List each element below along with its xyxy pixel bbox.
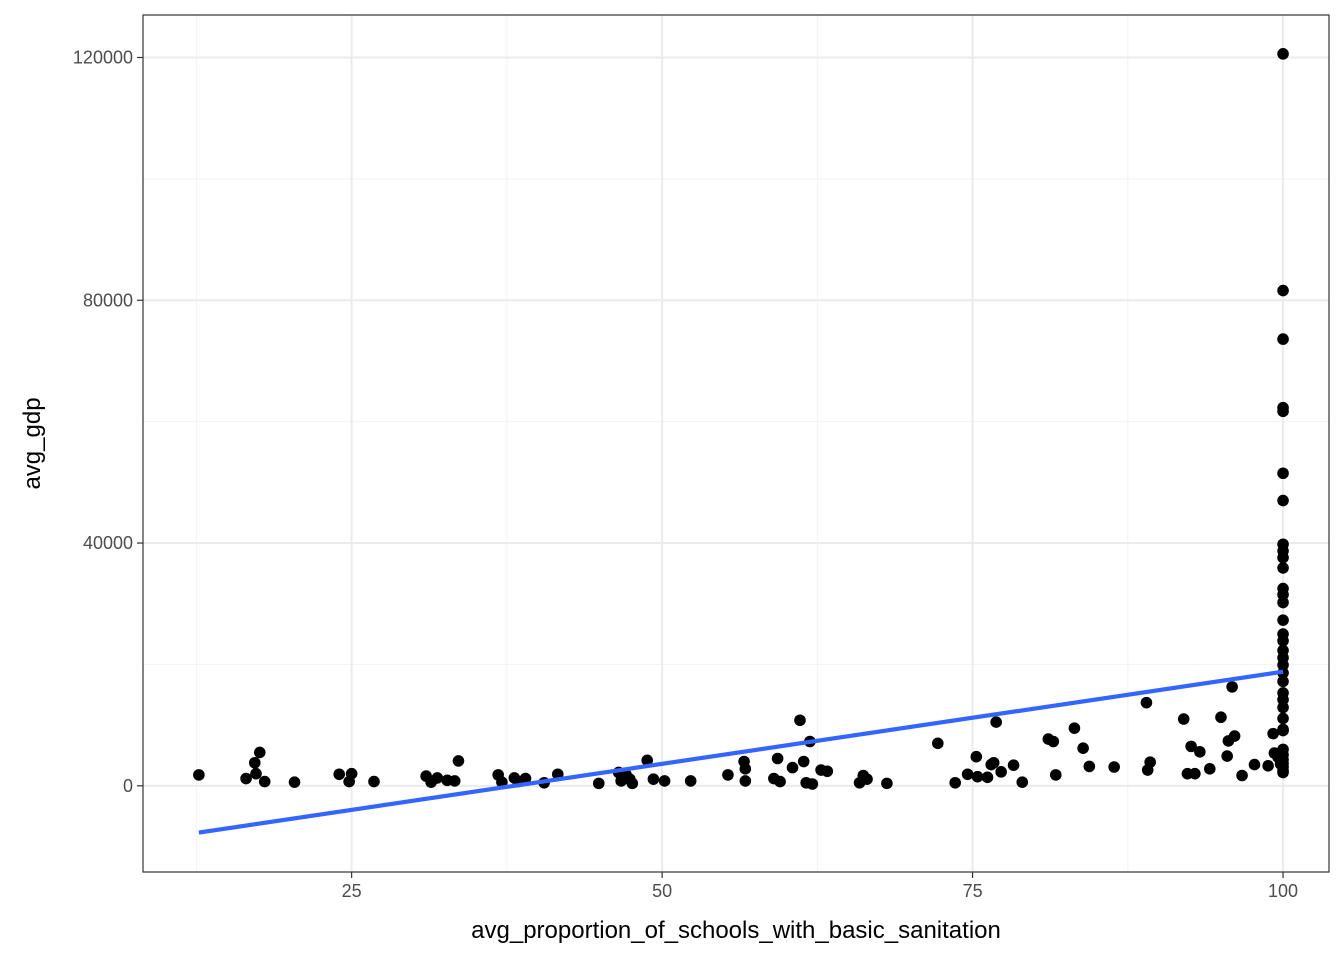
data-point bbox=[772, 753, 784, 765]
data-point bbox=[972, 771, 984, 783]
data-point bbox=[249, 757, 261, 769]
data-point bbox=[1048, 736, 1060, 748]
data-point bbox=[982, 772, 994, 784]
data-point bbox=[449, 775, 461, 787]
data-point bbox=[593, 778, 605, 790]
data-point bbox=[1277, 467, 1289, 479]
data-point bbox=[1226, 681, 1238, 693]
data-point bbox=[1194, 746, 1206, 758]
data-point bbox=[1069, 722, 1081, 734]
data-point bbox=[1229, 730, 1241, 742]
data-point bbox=[1144, 756, 1156, 768]
data-point bbox=[971, 751, 983, 763]
y-tick-label: 80000 bbox=[83, 290, 133, 310]
data-point bbox=[1262, 760, 1274, 772]
data-point bbox=[1008, 759, 1020, 771]
data-point bbox=[1277, 285, 1289, 297]
data-point bbox=[798, 756, 810, 768]
data-point bbox=[774, 776, 786, 788]
data-point bbox=[1267, 728, 1279, 740]
data-point bbox=[990, 716, 1002, 728]
data-point bbox=[949, 777, 961, 789]
y-tick-label: 0 bbox=[123, 776, 133, 796]
data-point bbox=[1108, 761, 1120, 773]
data-point bbox=[787, 762, 799, 774]
minor-gridlines bbox=[143, 15, 1329, 872]
data-point bbox=[1277, 767, 1289, 779]
data-point bbox=[995, 766, 1007, 778]
x-tick-label: 25 bbox=[342, 881, 362, 901]
data-point bbox=[648, 773, 660, 785]
data-point bbox=[685, 775, 697, 787]
data-point bbox=[988, 757, 1000, 769]
data-point bbox=[1277, 562, 1289, 574]
data-point bbox=[794, 714, 806, 726]
data-point bbox=[1277, 725, 1289, 737]
data-point bbox=[881, 778, 893, 790]
data-point bbox=[333, 768, 345, 780]
y-axis-title: avg_gdp bbox=[19, 397, 46, 489]
panel-border bbox=[143, 15, 1329, 872]
data-point bbox=[1277, 713, 1289, 725]
data-point bbox=[193, 769, 205, 781]
y-axis: 0 40000 80000 120000 bbox=[73, 47, 143, 795]
y-tick-label: 40000 bbox=[83, 533, 133, 553]
x-axis: 25 50 75 100 bbox=[342, 872, 1298, 901]
data-point bbox=[254, 747, 266, 759]
data-point bbox=[1178, 713, 1190, 725]
data-point bbox=[821, 765, 833, 777]
x-axis-title: avg_proportion_of_schools_with_basic_san… bbox=[471, 917, 1001, 944]
data-point bbox=[250, 768, 262, 780]
data-point bbox=[1277, 48, 1289, 60]
data-point bbox=[1215, 711, 1227, 723]
data-point bbox=[346, 768, 358, 780]
data-point bbox=[1277, 597, 1289, 609]
data-point bbox=[240, 773, 252, 785]
data-point bbox=[1277, 333, 1289, 345]
points-layer bbox=[193, 48, 1289, 790]
data-point bbox=[1084, 761, 1096, 773]
data-point bbox=[740, 775, 752, 787]
data-point bbox=[1221, 750, 1233, 762]
data-point bbox=[740, 763, 752, 775]
data-point bbox=[289, 776, 301, 788]
data-point bbox=[932, 738, 944, 750]
data-point bbox=[627, 778, 639, 790]
data-point bbox=[259, 776, 271, 788]
data-point bbox=[1277, 406, 1289, 418]
data-point bbox=[453, 755, 465, 767]
data-point bbox=[1189, 768, 1201, 780]
data-point bbox=[1141, 697, 1153, 709]
x-tick-label: 100 bbox=[1268, 881, 1298, 901]
data-point bbox=[1016, 776, 1028, 788]
data-point bbox=[1204, 763, 1216, 775]
data-point bbox=[1236, 770, 1248, 782]
data-point bbox=[432, 772, 444, 784]
data-point bbox=[368, 776, 380, 788]
data-point bbox=[807, 778, 819, 790]
data-point bbox=[861, 773, 873, 785]
data-point bbox=[1277, 552, 1289, 564]
data-point bbox=[1277, 702, 1289, 714]
data-point bbox=[1249, 759, 1261, 771]
y-tick-label: 120000 bbox=[73, 47, 133, 67]
data-point bbox=[1277, 495, 1289, 507]
major-gridlines bbox=[143, 15, 1329, 872]
data-point bbox=[1077, 742, 1089, 754]
data-point bbox=[1277, 676, 1289, 688]
x-tick-label: 50 bbox=[652, 881, 672, 901]
data-point bbox=[722, 769, 734, 781]
trend-layer bbox=[199, 672, 1283, 833]
data-point bbox=[962, 768, 974, 780]
x-tick-label: 75 bbox=[963, 881, 983, 901]
trend-line bbox=[199, 672, 1283, 833]
data-point bbox=[1277, 614, 1289, 626]
data-point bbox=[659, 775, 671, 787]
data-point bbox=[1050, 769, 1062, 781]
